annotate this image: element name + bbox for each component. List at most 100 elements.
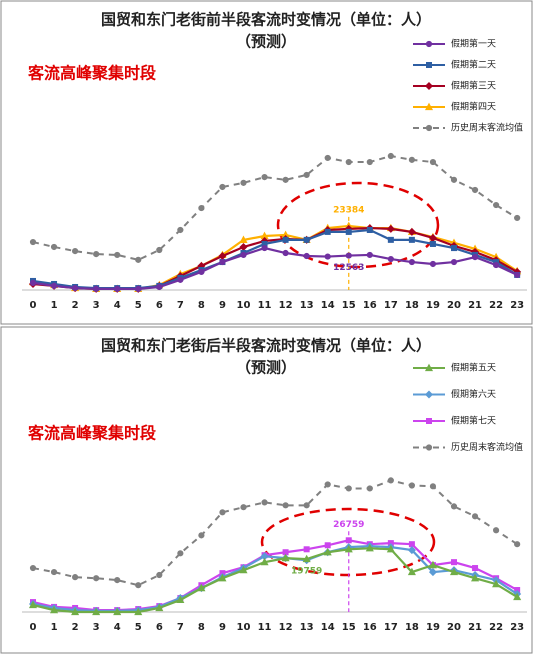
marker [261,499,268,506]
marker [197,583,206,592]
annotation: 客流高峰聚集时段 [28,424,157,443]
marker [366,485,373,492]
marker [451,245,457,252]
x-tick-label: 5 [135,622,142,633]
x-tick-label: 12 [279,622,293,633]
legend-label: 假期第五天 [451,362,496,374]
x-tick-label: 9 [219,300,226,311]
series-line [32,544,518,613]
x-tick-label: 1 [51,300,58,311]
marker [113,607,122,616]
marker [135,256,142,263]
marker [428,568,437,577]
x-tick-label: 14 [321,300,335,311]
marker [303,236,310,243]
marker [514,541,521,548]
marker [429,158,437,166]
legend-marker [425,444,433,451]
legend-label: 假期第六天 [451,388,496,400]
marker [156,246,163,254]
marker [29,238,37,246]
marker [345,485,352,492]
marker [366,251,373,259]
marker [303,171,310,179]
x-tick-label: 20 [447,622,461,633]
marker [261,244,268,252]
marker [450,258,458,266]
marker [323,547,332,556]
x-tick-label: 18 [405,622,419,633]
marker [471,186,479,194]
x-tick-label: 3 [93,300,100,311]
marker [239,242,248,251]
marker [429,260,437,268]
marker [177,276,184,283]
x-tick-label: 15 [342,622,356,633]
x-tick-label: 13 [300,300,314,311]
x-tick-label: 2 [72,622,79,633]
x-tick-label: 0 [30,622,37,633]
marker [408,236,415,243]
marker [72,247,79,255]
marker [93,575,100,582]
marker [198,532,205,539]
marker [303,252,310,260]
marker [324,228,331,235]
marker [29,279,37,286]
panel-frame [0,0,533,325]
marker [324,542,331,549]
x-tick-label: 19 [426,622,440,633]
marker [514,214,521,222]
marker [345,158,352,166]
x-tick-label: 1 [51,622,58,633]
legend-label: 假期第七天 [451,415,496,427]
legend-label: 历史周末客流均值 [451,441,523,453]
legend-label: 假期第一天 [451,38,496,50]
marker [72,574,79,581]
peak-ellipse [260,507,436,577]
x-tick-label: 6 [156,622,163,633]
marker [156,571,163,579]
x-tick-label: 23 [510,300,524,311]
marker [492,579,501,588]
panel-frame [0,326,533,654]
marker [408,258,415,266]
marker [450,176,458,183]
marker [71,607,80,616]
marker [176,595,185,604]
marker [93,251,100,258]
marker [239,235,248,243]
marker [365,543,374,552]
marker [386,544,395,553]
marker [471,254,479,261]
x-tick-label: 7 [177,300,184,311]
marker [471,573,480,582]
marker [387,477,394,484]
marker [135,285,142,293]
series [29,244,521,293]
x-tick-label: 5 [135,300,142,311]
marker [281,553,290,562]
chart-title: 国贸和东门老街前半段客流时变情况（单位：人） [101,11,431,29]
marker [219,258,226,266]
x-tick-label: 16 [363,622,377,633]
data-label: 26759 [333,520,364,530]
x-tick-label: 14 [321,622,335,633]
x-tick-label: 18 [405,300,419,311]
marker [240,504,247,511]
marker [345,228,352,235]
x-tick-label: 0 [30,300,37,311]
x-tick-label: 8 [198,300,205,311]
marker [387,152,394,160]
legend-marker [426,418,432,424]
x-tick-label: 22 [489,300,503,311]
chart-subtitle: （预测） [236,33,296,51]
series-line [32,539,518,612]
data-label: 12563 [333,263,364,273]
marker [134,607,143,616]
marker [428,560,437,569]
x-tick-label: 8 [198,622,205,633]
legend-marker [424,81,434,91]
marker [407,227,416,236]
x-tick-label: 7 [177,622,184,633]
